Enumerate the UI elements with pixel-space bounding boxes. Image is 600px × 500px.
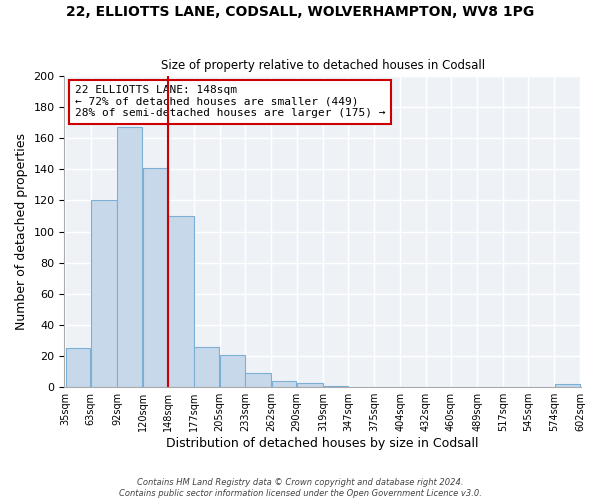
X-axis label: Distribution of detached houses by size in Codsall: Distribution of detached houses by size …: [166, 437, 479, 450]
Bar: [143, 168, 167, 387]
Bar: [220, 354, 245, 387]
Bar: [245, 373, 271, 387]
Bar: [297, 382, 323, 387]
Bar: [91, 200, 117, 387]
Text: 22, ELLIOTTS LANE, CODSALL, WOLVERHAMPTON, WV8 1PG: 22, ELLIOTTS LANE, CODSALL, WOLVERHAMPTO…: [66, 5, 534, 19]
Bar: [65, 348, 91, 387]
Text: 22 ELLIOTTS LANE: 148sqm
← 72% of detached houses are smaller (449)
28% of semi-: 22 ELLIOTTS LANE: 148sqm ← 72% of detach…: [75, 86, 385, 118]
Bar: [272, 381, 296, 387]
Text: Contains HM Land Registry data © Crown copyright and database right 2024.
Contai: Contains HM Land Registry data © Crown c…: [119, 478, 481, 498]
Bar: [555, 384, 580, 387]
Bar: [117, 128, 142, 387]
Bar: [168, 216, 194, 387]
Title: Size of property relative to detached houses in Codsall: Size of property relative to detached ho…: [161, 59, 485, 72]
Bar: [194, 346, 220, 387]
Y-axis label: Number of detached properties: Number of detached properties: [15, 133, 28, 330]
Bar: [323, 386, 348, 387]
